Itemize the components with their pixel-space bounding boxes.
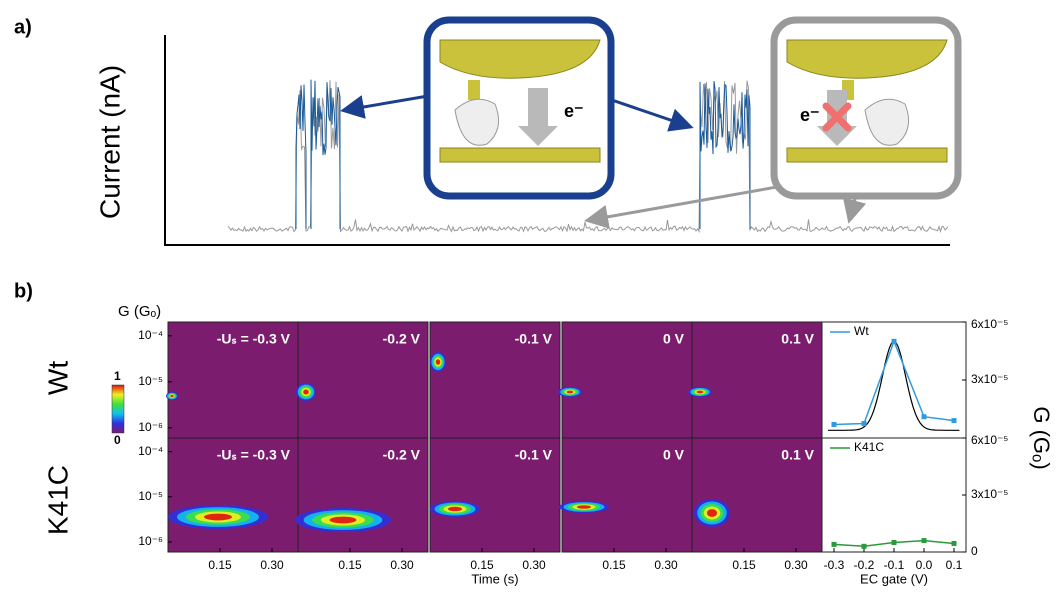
point	[891, 540, 897, 545]
heatmap-blob	[303, 389, 309, 395]
condition-label: -0.2 V	[383, 331, 421, 347]
x-tick-label: -0.1	[884, 558, 905, 572]
inset: e⁻	[770, 16, 962, 200]
heatmap-blob	[696, 390, 704, 394]
x-tick-label: 0.15	[208, 558, 232, 572]
legend-label: K41C	[854, 440, 884, 454]
condition-label: 0 V	[663, 331, 685, 347]
y-tick-label: 6x10⁻⁵	[971, 433, 1008, 447]
condition-label: -0.1 V	[515, 331, 553, 347]
x-tick-label: -0.2	[854, 558, 875, 572]
y-tick-label: 3x10⁻⁵	[971, 487, 1008, 501]
axis	[164, 35, 950, 246]
point	[861, 543, 867, 549]
x-tick-label: 0.30	[654, 558, 678, 572]
condition-label: 0 V	[663, 447, 685, 463]
y-axis-label: G (Gₒ)	[1029, 406, 1054, 469]
y-tick-label: 10⁻⁶	[138, 534, 163, 548]
point	[951, 540, 957, 546]
plot-area	[821, 437, 967, 553]
point	[921, 414, 927, 420]
point	[921, 538, 927, 544]
heatmap	[167, 437, 299, 553]
y-tick-label: 3x10⁻⁵	[971, 372, 1008, 386]
condition-label: 0.1 V	[781, 447, 814, 463]
y-tick-label: 6x10⁻⁵	[971, 317, 1008, 331]
x-tick-label: 0.1	[946, 558, 963, 572]
colorbar-label: 0	[114, 433, 121, 447]
x-tick-label: 0.0	[916, 558, 933, 572]
heatmap-blob	[566, 390, 574, 394]
point	[861, 421, 867, 426]
condition-label: -0.2 V	[383, 447, 421, 463]
x-axis-label: EC gate (V)	[860, 571, 928, 586]
panel-label: b)	[14, 280, 33, 302]
y-tick-label: 10⁻⁵	[138, 489, 163, 503]
trace	[310, 79, 341, 229]
heatmap	[429, 437, 561, 553]
trace	[699, 81, 751, 229]
heatmap-blob	[706, 509, 718, 517]
arrow	[605, 96, 694, 132]
inset-label: e⁻	[800, 105, 820, 125]
row-label: Wt	[42, 361, 73, 395]
point	[831, 421, 837, 427]
x-tick-label: 0.30	[390, 558, 414, 572]
y-axis-label: G (Gₒ)	[118, 303, 161, 320]
heatmap	[561, 321, 693, 439]
panel-b: -Uₛ = -0.3 V -0.2 V -0.1 V 0 V 0.1 V 10⁻⁴ 10⁻⁵…	[138, 317, 1008, 572]
heatmap-blob	[329, 516, 357, 524]
arrow	[340, 94, 429, 119]
heatmap-blob	[170, 394, 174, 398]
x-tick-label: -0.3	[824, 558, 845, 572]
legend-label: Wt	[854, 324, 869, 338]
heatmap	[691, 437, 823, 553]
x-axis-label: Time (s)	[471, 571, 518, 586]
x-tick-label: 0.15	[338, 558, 362, 572]
y-tick-label: 10⁻⁶	[138, 420, 163, 434]
inset: e⁻	[423, 16, 615, 200]
heatmap	[429, 321, 561, 439]
y-axis-label: Current (nA)	[94, 65, 125, 219]
heatmap	[561, 437, 693, 553]
colorbar-label: 1	[114, 369, 121, 383]
x-tick-label: 0.15	[602, 558, 626, 572]
heatmap	[167, 321, 299, 439]
x-tick-label: 0.30	[784, 558, 808, 572]
point	[951, 418, 957, 424]
heatmap-blob	[204, 513, 232, 521]
heatmap-blob	[577, 505, 591, 509]
y-tick-label: 10⁻⁴	[138, 328, 163, 342]
x-tick-label: 0.15	[732, 558, 756, 572]
trace	[295, 84, 307, 229]
heatmap	[297, 437, 429, 553]
heatmap	[691, 321, 823, 439]
y-tick-label: 10⁻⁵	[138, 374, 163, 388]
condition-label: -Uₛ = -0.3 V	[217, 331, 291, 347]
condition-label: -Uₛ = -0.3 V	[217, 447, 291, 463]
panel-label: a)	[14, 16, 32, 38]
condition-label: 0.1 V	[781, 331, 814, 347]
point	[831, 541, 837, 547]
heatmap-blob	[435, 359, 441, 365]
row-label: K41C	[42, 465, 73, 535]
x-tick-label: 0.15	[470, 558, 494, 572]
y-tick-label: 10⁻⁴	[138, 444, 163, 458]
condition-label: -0.1 V	[515, 447, 553, 463]
heatmap-blob	[448, 506, 462, 512]
inset-label: e⁻	[564, 101, 584, 121]
x-tick-label: 0.30	[522, 558, 546, 572]
x-tick-label: 0.30	[260, 558, 284, 572]
y-tick-label: 0	[971, 544, 978, 558]
colorbar	[111, 384, 125, 434]
heatmap	[297, 321, 429, 439]
point	[891, 338, 897, 344]
